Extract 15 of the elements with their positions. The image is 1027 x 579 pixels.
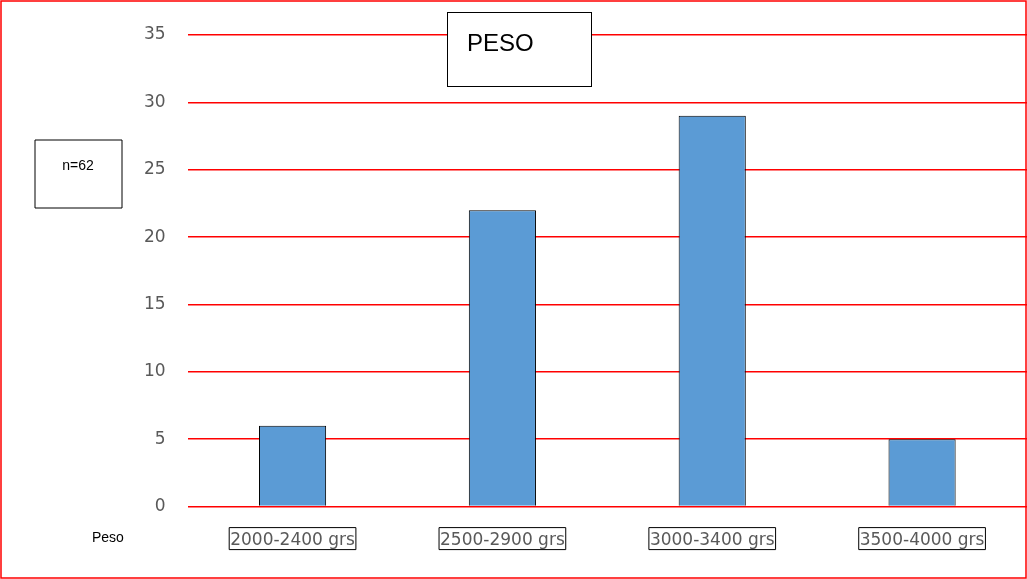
x-tick-label: 3500-4000 grs (859, 529, 985, 550)
y-tick-label: 5 (154, 427, 166, 448)
x-tick-label: 3000-3400 grs (649, 529, 775, 550)
x-axis-title: Peso (92, 529, 125, 546)
y-tick-label: 30 (143, 90, 166, 111)
y-tick-label: 10 (143, 360, 166, 381)
x-tick-label: 2500-2900 grs (440, 529, 565, 550)
text: n=62 (62, 156, 94, 173)
y-tick-label: 25 (143, 158, 166, 179)
title-box: PESO (447, 12, 592, 87)
y-tick-label: 35 (143, 23, 166, 44)
x-tick-label: 2000-2400 grs (230, 529, 356, 550)
y-tick-label: 0 (154, 495, 166, 516)
y-tick-label: 15 (143, 292, 166, 313)
y-tick-label: 20 (143, 225, 166, 246)
